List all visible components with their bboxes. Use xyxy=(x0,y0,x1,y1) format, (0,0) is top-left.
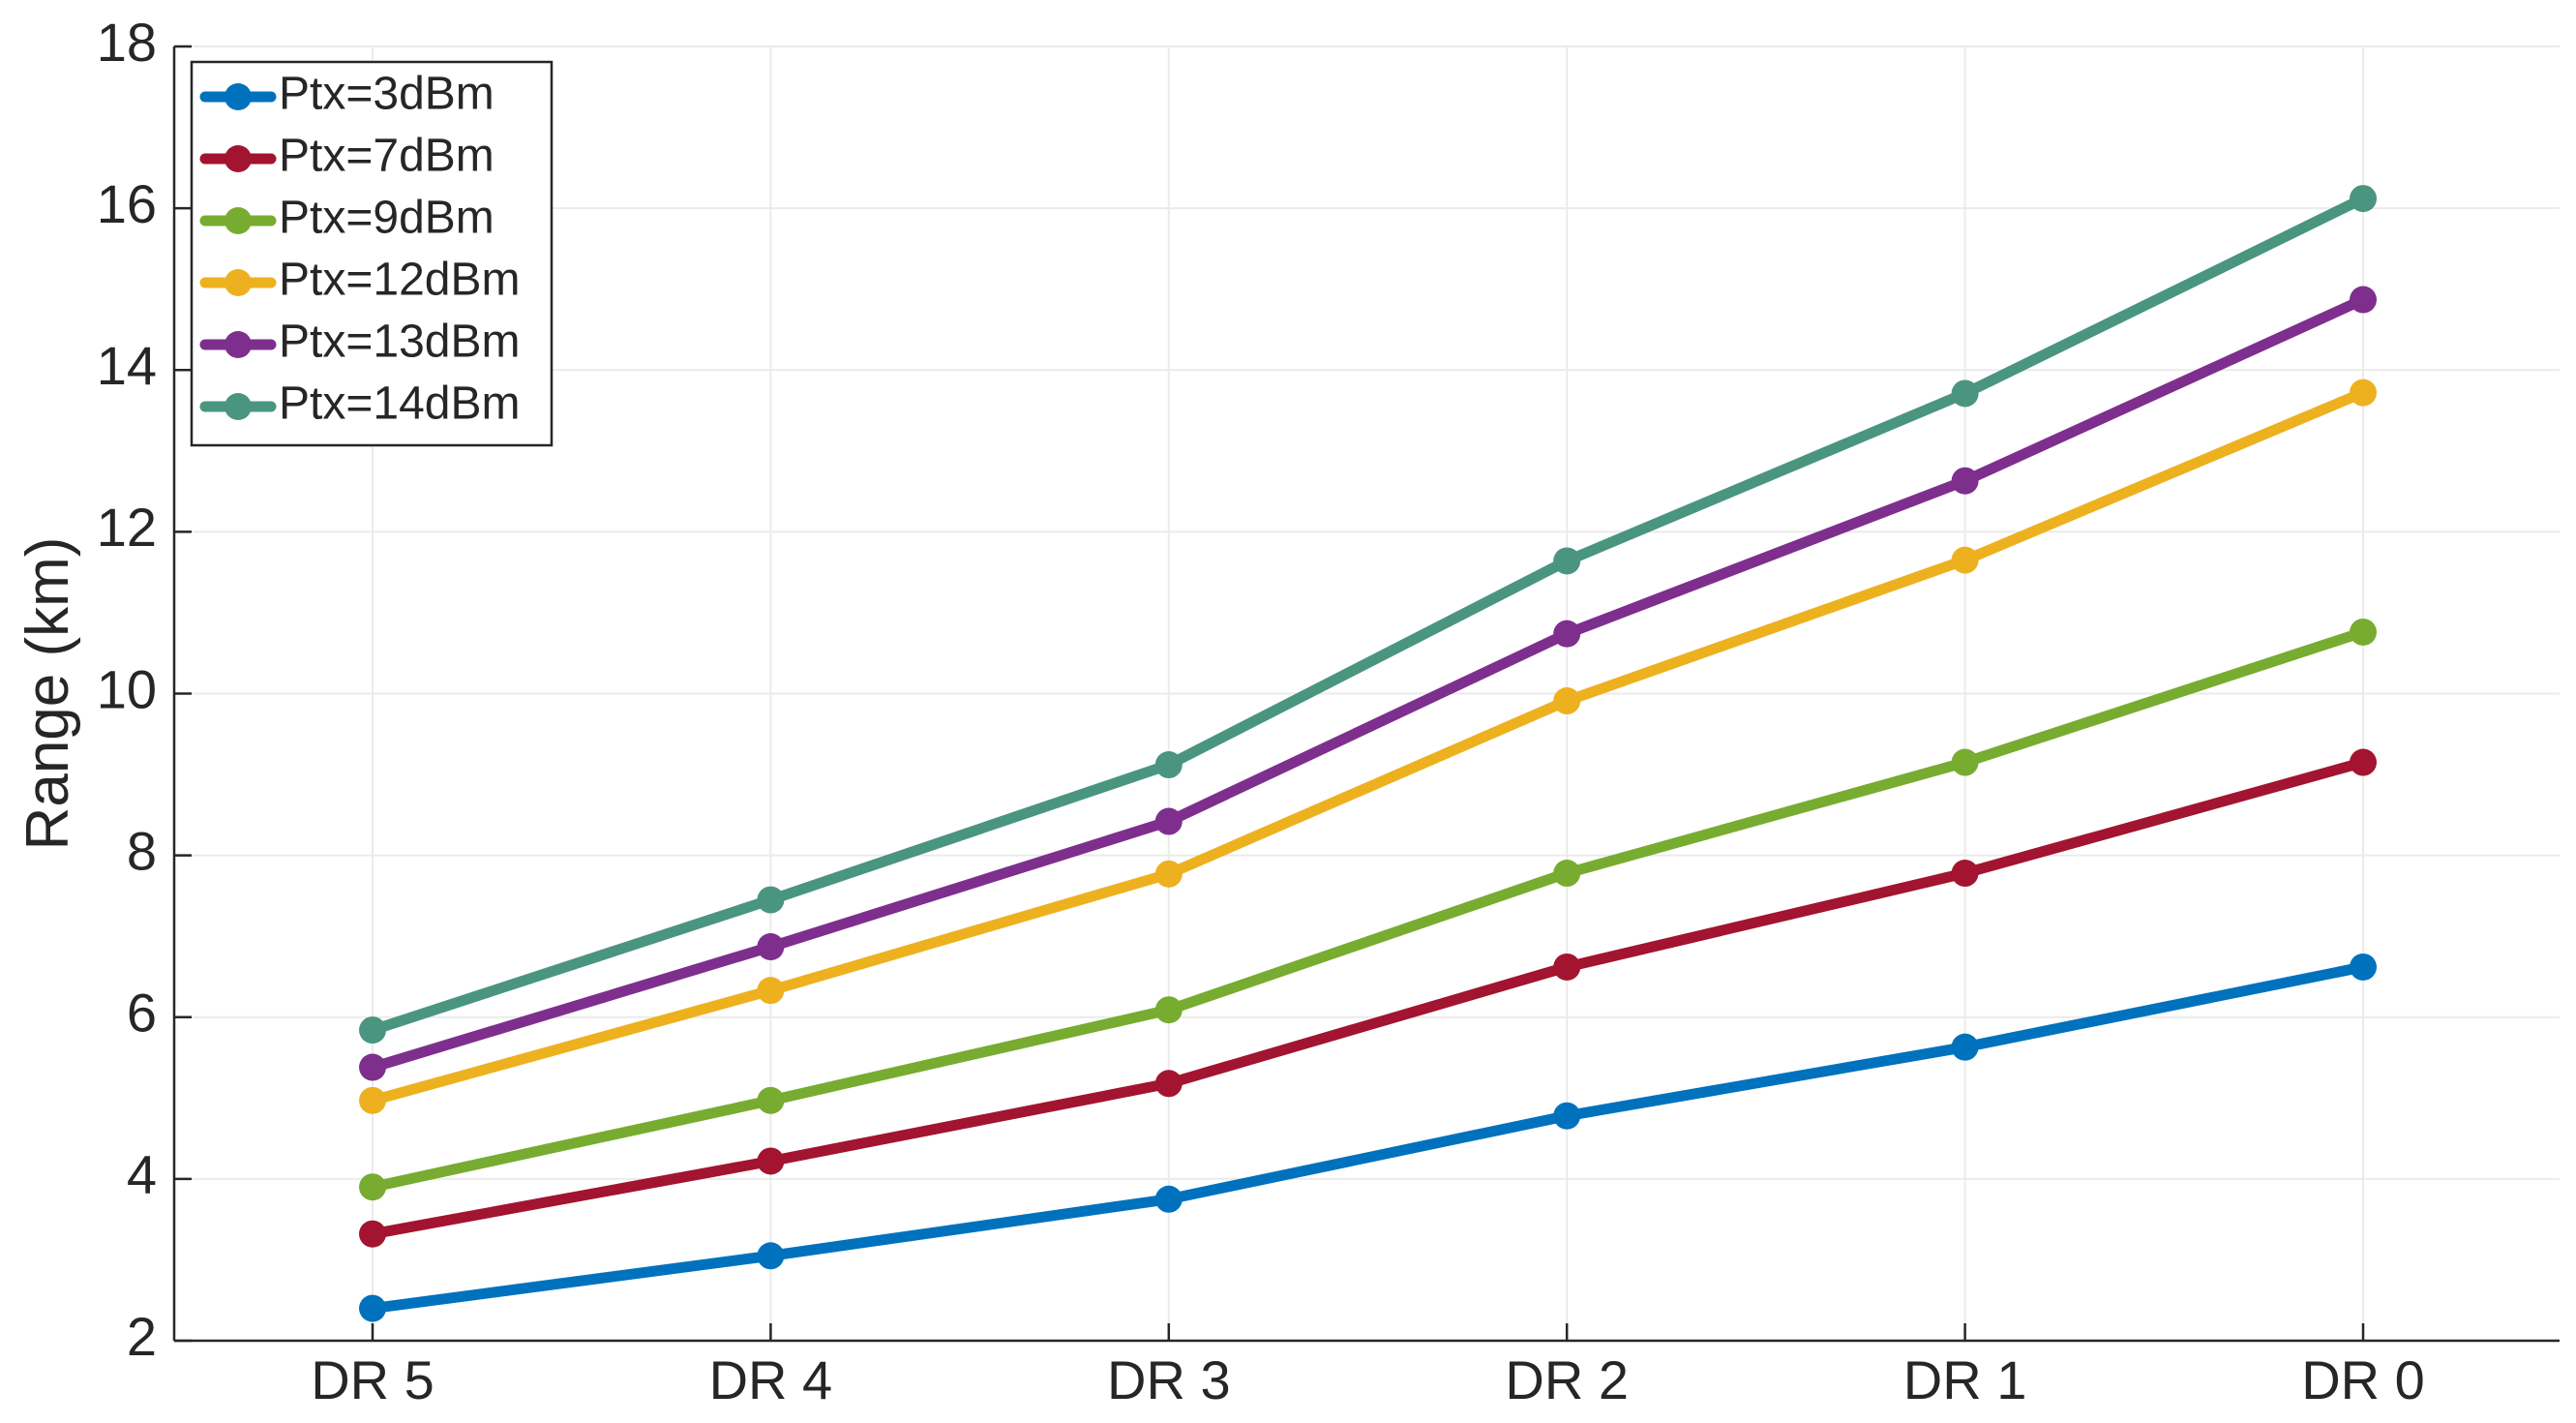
data-point xyxy=(359,1173,386,1201)
x-tick-label: DR 1 xyxy=(1903,1349,2027,1410)
tick-labels: 2 4 6 8 10 12 14 16 18 DR 5 DR 4 DR 3 DR 2 DR 1 DR 0 xyxy=(97,12,2425,1410)
legend-swatch-marker xyxy=(225,83,252,110)
legend: Ptx=3dBm Ptx=7dBm Ptx=9dBm Ptx=12dBm Ptx=13d… xyxy=(190,60,554,447)
series-1 xyxy=(359,748,2377,1248)
data-point xyxy=(1951,1033,1979,1061)
data-point xyxy=(1154,1070,1183,1098)
legend-swatch-marker xyxy=(225,207,252,234)
data-point xyxy=(1553,620,1581,648)
series-5 xyxy=(359,185,2377,1045)
legend-swatch-marker xyxy=(225,145,252,172)
legend-swatch-marker xyxy=(225,331,252,358)
data-point xyxy=(757,1086,785,1114)
y-tick-label: 8 xyxy=(127,820,157,881)
series-line xyxy=(367,961,2369,1315)
y-tick-label: 16 xyxy=(97,173,157,234)
legend-entry-label: Ptx=7dBm xyxy=(279,131,494,182)
data-point xyxy=(1154,996,1183,1024)
legend-swatch-marker xyxy=(225,393,252,420)
legend-box xyxy=(190,60,554,447)
data-point xyxy=(757,1147,785,1175)
series-line xyxy=(367,294,2369,1074)
data-point xyxy=(1951,379,1979,408)
legend-entry-label: Ptx=13dBm xyxy=(279,317,520,368)
data-point xyxy=(359,1220,386,1248)
y-tick-label: 4 xyxy=(127,1144,157,1205)
y-tick-label: 10 xyxy=(97,658,157,719)
x-tick-label: DR 2 xyxy=(1505,1349,1629,1410)
axes xyxy=(172,45,2560,1343)
x-tick-label: DR 5 xyxy=(311,1349,434,1410)
legend-entry-label: Ptx=14dBm xyxy=(279,378,520,430)
legend-swatch-marker xyxy=(225,269,252,296)
data-point xyxy=(1154,1185,1183,1213)
legend-entry-label: Ptx=3dBm xyxy=(279,69,494,120)
data-point xyxy=(359,1053,386,1081)
series-line xyxy=(367,626,2369,1193)
y-tick-label: 12 xyxy=(97,497,157,558)
data-point xyxy=(1951,860,1979,888)
data-point xyxy=(1553,953,1581,981)
y-tick-label: 6 xyxy=(127,983,157,1044)
data-point xyxy=(359,1086,386,1114)
y-axis-label: Range (km) xyxy=(15,537,81,851)
y-tick-label: 14 xyxy=(97,335,157,396)
data-point xyxy=(1553,1102,1581,1130)
data-point xyxy=(757,977,785,1005)
data-point xyxy=(757,933,785,961)
series-line xyxy=(367,193,2369,1036)
data-point xyxy=(2350,378,2377,407)
series-line xyxy=(367,757,2369,1240)
x-tick-label: DR 3 xyxy=(1107,1349,1231,1410)
data-point xyxy=(1154,860,1183,888)
grid-lines xyxy=(174,45,2560,1342)
data-point xyxy=(1553,860,1581,888)
data-point xyxy=(1951,748,1979,776)
series-2 xyxy=(359,618,2377,1201)
data-point xyxy=(1154,751,1183,779)
series-0 xyxy=(359,953,2377,1322)
data-point xyxy=(2350,185,2377,213)
series-layer xyxy=(359,185,2377,1322)
legend-entry-label: Ptx=12dBm xyxy=(279,255,520,306)
data-point xyxy=(1553,687,1581,715)
x-tick-label: DR 4 xyxy=(709,1349,833,1410)
data-point xyxy=(757,1242,785,1270)
data-point xyxy=(1951,546,1979,574)
data-point xyxy=(1951,467,1979,495)
legend-entry-label: Ptx=9dBm xyxy=(279,193,494,244)
data-point xyxy=(2350,953,2377,981)
data-point xyxy=(2350,748,2377,776)
data-point xyxy=(1154,807,1183,835)
data-point xyxy=(359,1016,386,1045)
series-3 xyxy=(359,378,2377,1114)
data-point xyxy=(2350,618,2377,646)
data-point xyxy=(2350,286,2377,314)
x-tick-label: DR 0 xyxy=(2301,1349,2425,1410)
data-point xyxy=(359,1294,386,1322)
data-point xyxy=(1553,547,1581,575)
y-tick-label: 18 xyxy=(97,12,157,73)
series-line xyxy=(367,387,2369,1106)
series-4 xyxy=(359,286,2377,1081)
data-point xyxy=(757,886,785,914)
y-tick-label: 2 xyxy=(127,1306,157,1367)
